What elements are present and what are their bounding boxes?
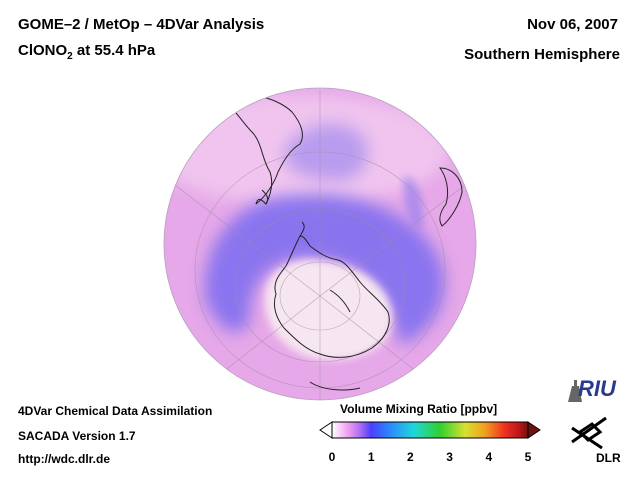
dlr-emblem-icon — [571, 416, 607, 450]
globe-field — [164, 88, 476, 400]
riu-logo: RIU — [568, 376, 617, 402]
footer-url: http://wdc.dlr.de — [18, 452, 110, 466]
south-america-west-coast — [255, 95, 303, 205]
colorbar-tick-label: 3 — [446, 450, 453, 464]
cathedral-icon — [568, 380, 582, 402]
colorbar-tick-label: 1 — [367, 450, 375, 464]
species-subscript: 2 — [67, 51, 73, 62]
colorbar-tick-label: 4 — [485, 450, 493, 464]
dlr-text: DLR — [596, 451, 621, 465]
colorbar-high-arrow — [527, 421, 541, 439]
footer-line-2: SACADA Version 1.7 — [18, 429, 136, 443]
riu-text: RIU — [578, 376, 617, 401]
africa-tip — [439, 167, 463, 227]
antarctic-peninsula-tip — [299, 221, 305, 237]
south-america-coast — [217, 95, 273, 205]
species-suffix: at 55.4 hPa — [72, 42, 156, 59]
dlr-logo: DLR — [571, 416, 621, 465]
footer-line-1: 4DVar Chemical Data Assimilation — [18, 404, 213, 418]
species-prefix: ClONO — [18, 42, 68, 59]
species-label: ClONO2 at 55.4 hPa — [18, 42, 155, 62]
antarctica-coast — [273, 235, 390, 358]
globe-outline — [163, 87, 477, 401]
map-title: GOME–2 / MetOp – 4DVar Analysis — [18, 16, 265, 33]
colorbar-tick-label: 0 — [328, 450, 336, 464]
coastlines — [217, 95, 463, 391]
low-vmr-patch-east — [403, 175, 424, 230]
colorbar-title: Volume Mixing Ratio [ppbv] — [340, 402, 498, 416]
colorbar — [319, 421, 541, 439]
antarctic-high-core — [265, 259, 392, 360]
colorbar-low-arrow — [319, 421, 333, 439]
ice-shelf-line — [329, 289, 351, 313]
australia-edge — [309, 381, 361, 391]
date-label: Nov 06, 2007 — [527, 16, 618, 33]
colorbar-gradient — [331, 421, 529, 439]
colorbar-tick-label: 5 — [524, 450, 532, 464]
region-label: Southern Hemisphere — [464, 46, 620, 63]
colorbar-tick-label: 2 — [407, 450, 414, 464]
low-vmr-band — [204, 194, 445, 345]
falkland-islands — [261, 189, 269, 205]
